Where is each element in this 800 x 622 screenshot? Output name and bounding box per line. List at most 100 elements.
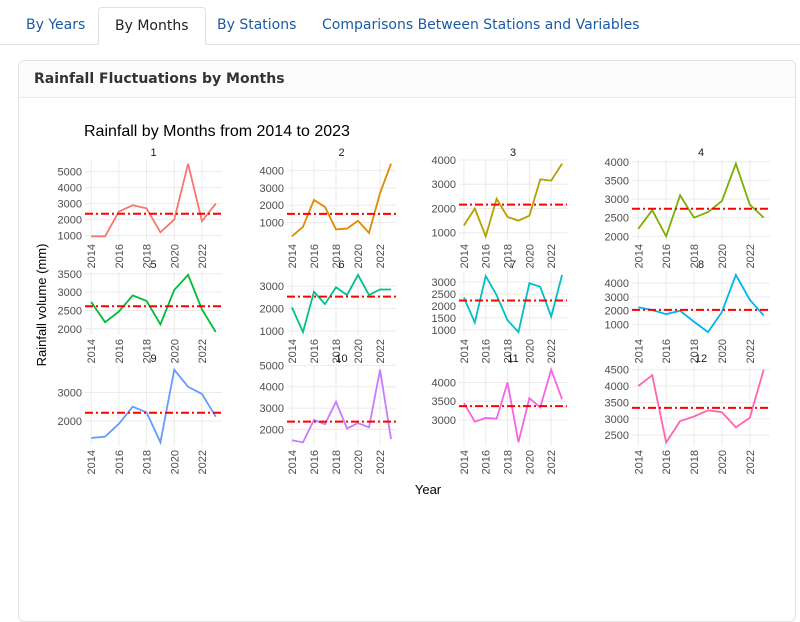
- x-tick-label: 2018: [503, 339, 515, 363]
- x-tick-label: 2022: [197, 450, 209, 474]
- tab[interactable]: By Stations: [217, 17, 297, 33]
- data-line: [463, 163, 563, 240]
- y-tick-label: 3000: [58, 199, 82, 211]
- y-tick-label: 2000: [432, 203, 456, 215]
- facet-label: 4: [698, 147, 704, 159]
- y-tick-label: 2500: [605, 430, 629, 442]
- facet-label: 8: [698, 259, 704, 271]
- data-line: [637, 369, 765, 445]
- y-tick-label: 3500: [605, 175, 629, 187]
- x-tick-label: 2014: [287, 450, 299, 474]
- x-tick-label: 2014: [459, 244, 471, 268]
- facet-label: 6: [338, 259, 344, 271]
- y-tick-label: 3000: [605, 194, 629, 206]
- tab[interactable]: By Years: [26, 17, 86, 33]
- x-tick-label: 2014: [633, 450, 645, 474]
- y-tick-label: 1500: [432, 313, 456, 325]
- x-tick-label: 2022: [375, 244, 387, 268]
- y-tick-label: 1000: [432, 228, 456, 240]
- x-tick-label: 2022: [197, 244, 209, 268]
- x-tick-label: 2020: [353, 450, 365, 474]
- data-line: [291, 369, 392, 444]
- y-tick-label: 3000: [432, 415, 456, 427]
- facet-label: 7: [510, 259, 516, 271]
- y-tick-label: 3000: [58, 387, 82, 399]
- x-tick-label: 2014: [287, 339, 299, 363]
- y-tick-label: 2500: [605, 213, 629, 225]
- chart: Rainfall by Months from 2014 to 2023 Yea…: [34, 123, 770, 497]
- y-tick-label: 4000: [432, 377, 456, 389]
- y-tick-label: 4500: [605, 365, 629, 377]
- x-tick-label: 2020: [717, 244, 729, 268]
- data-line: [91, 163, 217, 238]
- y-tick-label: 4000: [605, 157, 629, 169]
- x-tick-label: 2018: [689, 244, 701, 268]
- x-tick-label: 2022: [546, 339, 558, 363]
- x-tick-label: 2014: [86, 339, 98, 363]
- x-tick-label: 2018: [331, 339, 343, 363]
- y-tick-label: 2000: [605, 231, 629, 243]
- tab-active[interactable]: By Months: [98, 7, 206, 45]
- y-tick-label: 1000: [605, 320, 629, 332]
- data-line: [638, 272, 765, 334]
- y-tick-label: 3000: [260, 281, 284, 293]
- facet-label: 3: [510, 147, 516, 159]
- data-line: [90, 273, 217, 333]
- x-tick-label: 2014: [86, 450, 98, 474]
- y-tick-label: 2000: [260, 200, 284, 212]
- x-tick-label: 2016: [661, 339, 673, 363]
- x-tick-label: 2022: [546, 450, 558, 474]
- x-tick-label: 2014: [459, 339, 471, 363]
- x-tick-label: 2018: [142, 339, 154, 363]
- y-tick-label: 2000: [58, 215, 82, 227]
- facet-label: 5: [150, 259, 156, 271]
- y-tick-label: 3000: [605, 292, 629, 304]
- x-tick-label: 2016: [661, 450, 673, 474]
- x-axis-title: Year: [415, 482, 442, 497]
- x-tick-label: 2018: [331, 244, 343, 268]
- data-line: [291, 163, 392, 238]
- x-tick-label: 2016: [114, 339, 126, 363]
- x-tick-label: 2014: [459, 450, 471, 474]
- y-tick-label: 2500: [58, 305, 82, 317]
- y-tick-label: 4000: [260, 382, 284, 394]
- y-tick-label: 2000: [260, 304, 284, 316]
- y-tick-label: 3500: [432, 396, 456, 408]
- x-tick-label: 2022: [745, 244, 757, 268]
- x-tick-label: 2016: [309, 244, 321, 268]
- data-line: [463, 366, 563, 443]
- tab[interactable]: Comparisons Between Stations and Variabl…: [322, 17, 640, 33]
- y-tick-label: 3500: [58, 269, 82, 281]
- x-tick-label: 2016: [661, 244, 673, 268]
- y-tick-label: 3000: [260, 403, 284, 415]
- facet-label: 2: [338, 147, 344, 159]
- y-tick-label: 3000: [432, 277, 456, 289]
- y-tick-label: 4000: [58, 183, 82, 195]
- x-tick-label: 2014: [287, 244, 299, 268]
- x-tick-label: 2014: [633, 339, 645, 363]
- y-tick-label: 4000: [605, 381, 629, 393]
- data-line: [463, 273, 563, 335]
- x-tick-label: 2014: [86, 244, 98, 268]
- y-tick-label: 4000: [432, 155, 456, 167]
- x-tick-label: 2016: [114, 244, 126, 268]
- x-tick-label: 2022: [745, 339, 757, 363]
- y-tick-label: 4000: [605, 278, 629, 290]
- facet-label: 11: [507, 353, 518, 365]
- y-tick-label: 2000: [260, 425, 284, 437]
- page: By Years By Months By Stations Compariso…: [0, 7, 800, 622]
- chart-title: Rainfall by Months from 2014 to 2023: [84, 123, 350, 140]
- x-tick-label: 2022: [197, 339, 209, 363]
- y-tick-label: 3000: [432, 179, 456, 191]
- data-line: [291, 273, 392, 335]
- x-tick-label: 2016: [481, 244, 493, 268]
- facet-label: 1: [150, 147, 156, 159]
- x-tick-label: 2020: [717, 450, 729, 474]
- y-tick-label: 2500: [432, 289, 456, 301]
- facet-label: 9: [150, 353, 156, 365]
- x-tick-label: 2018: [503, 450, 515, 474]
- y-tick-label: 3500: [605, 397, 629, 409]
- card-title: Rainfall Fluctuations by Months: [19, 61, 795, 98]
- x-tick-label: 2020: [169, 244, 181, 268]
- x-tick-label: 2020: [524, 450, 536, 474]
